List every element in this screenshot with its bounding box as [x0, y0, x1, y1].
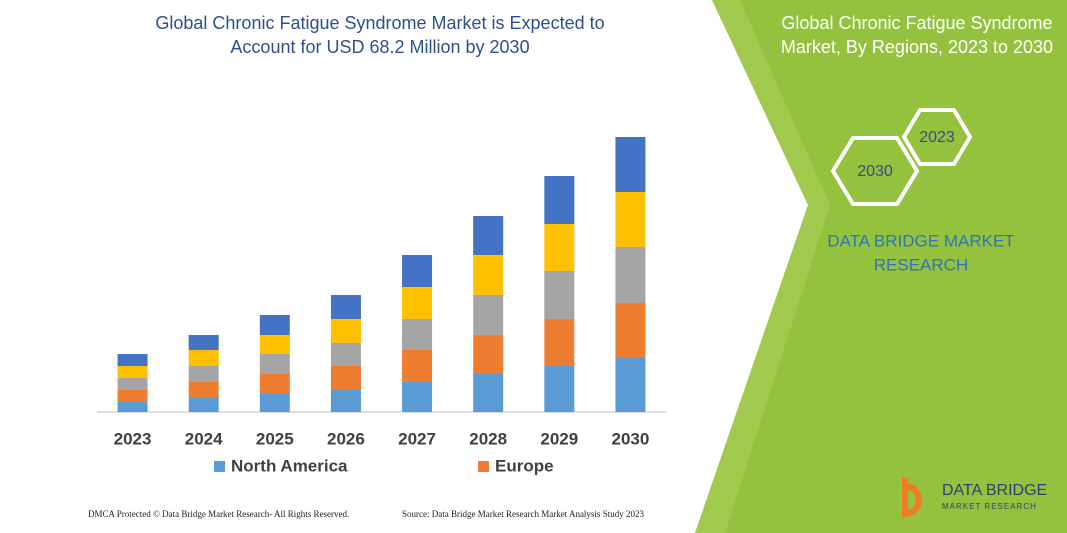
bar-segment: [330, 390, 361, 412]
bar-segment: [615, 303, 646, 358]
panel-title: Global Chronic Fatigue Syndrome: [781, 13, 1052, 33]
copyright: DMCA Protected © Data Bridge Market Rese…: [88, 509, 349, 519]
bar-segment: [188, 382, 219, 398]
bar-segment: [544, 366, 575, 412]
hexagon: [901, 108, 973, 166]
bar-segment: [615, 192, 646, 247]
bar-segment: [188, 335, 219, 350]
bar-segment: [259, 315, 290, 335]
bar-segment: [402, 255, 433, 287]
bar-segment: [473, 295, 504, 335]
logo-tagline: MARKET RESEARCH: [942, 502, 1037, 511]
legend-swatch: [478, 461, 489, 472]
bar-segment: [117, 354, 148, 366]
bar-segment: [330, 319, 361, 343]
legend-label: North America: [231, 456, 348, 475]
bar-segment: [402, 287, 433, 319]
panel-edge: [695, 0, 830, 533]
bar-segment: [259, 394, 290, 412]
bar-segment: [188, 350, 219, 366]
bar-segment: [117, 366, 148, 378]
bar-segment: [330, 366, 361, 390]
panel-title: Market, By Regions, 2023 to 2030: [781, 37, 1053, 57]
x-tick-label: 2024: [185, 429, 223, 448]
bar-segment: [259, 335, 290, 354]
bar-segment: [330, 295, 361, 319]
hexagon-label: 2023: [919, 129, 955, 146]
bar-segment: [473, 216, 504, 255]
source: Source: Data Bridge Market Research Mark…: [402, 509, 644, 519]
brand-text: RESEARCH: [874, 255, 968, 274]
bar-segment: [117, 378, 148, 390]
x-tick-label: 2030: [612, 429, 650, 448]
x-tick-label: 2027: [398, 429, 436, 448]
bar-segment: [544, 271, 575, 319]
brand-text: DATA BRIDGE MARKET: [827, 231, 1014, 250]
chart-title: Global Chronic Fatigue Syndrome Market i…: [155, 13, 604, 33]
bar-segment: [117, 402, 148, 412]
hexagon: [830, 136, 920, 206]
bar-segment: [615, 137, 646, 192]
bar-segment: [544, 224, 575, 271]
hexagon-label: 2030: [857, 163, 893, 180]
bar-segment: [473, 255, 504, 295]
legend-label: Europe: [495, 456, 554, 475]
x-tick-label: 2028: [469, 429, 507, 448]
bar-segment: [402, 350, 433, 382]
chart-title: Account for USD 68.2 Million by 2030: [230, 37, 529, 57]
bar-segment: [259, 354, 290, 374]
bar-segment: [473, 335, 504, 374]
bar-segment: [259, 374, 290, 394]
legend-swatch: [214, 461, 225, 472]
bar-segment: [473, 374, 504, 412]
bar-segment: [330, 343, 361, 366]
bar-segment: [117, 390, 148, 402]
bar-segment: [402, 319, 433, 350]
bar-segment: [544, 319, 575, 366]
logo-mark: [902, 478, 922, 518]
x-tick-label: 2023: [114, 429, 152, 448]
x-tick-label: 2025: [256, 429, 294, 448]
bar-segment: [615, 358, 646, 412]
logo-name: DATA BRIDGE: [942, 482, 1047, 499]
x-tick-label: 2026: [327, 429, 365, 448]
bar-segment: [544, 176, 575, 224]
bar-segment: [402, 382, 433, 412]
x-tick-label: 2029: [540, 429, 578, 448]
bar-segment: [188, 398, 219, 412]
bar-segment: [615, 247, 646, 303]
bar-segment: [188, 366, 219, 382]
